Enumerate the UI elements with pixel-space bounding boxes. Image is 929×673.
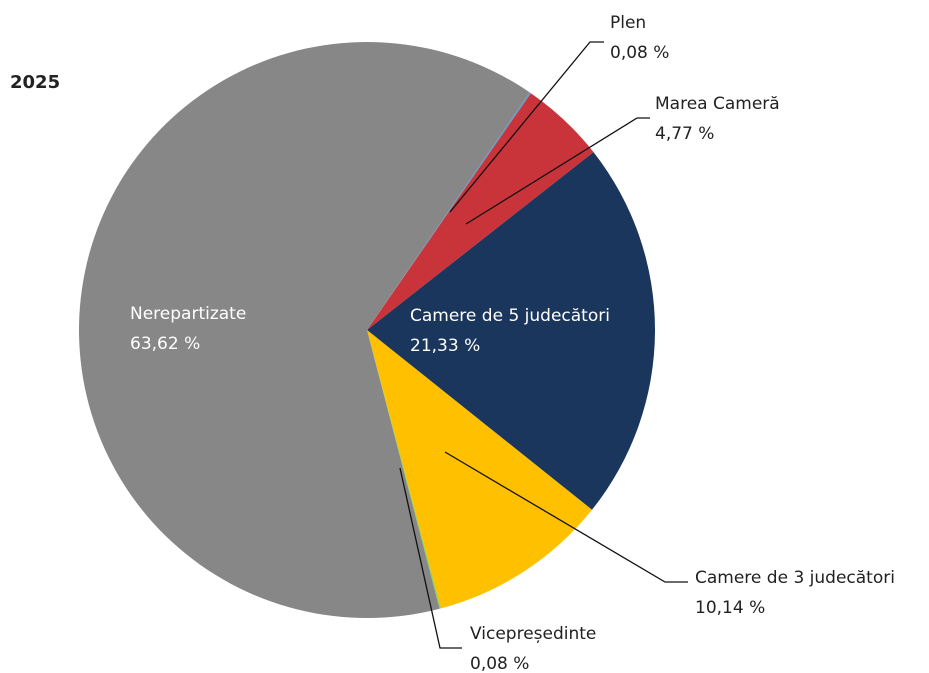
slice	[367, 92, 531, 330]
slice-label: Vicepreședinte	[470, 624, 596, 644]
value-label: 4,77 %	[655, 124, 714, 144]
slice	[367, 152, 656, 510]
value-label: 21,33 %	[410, 336, 480, 356]
value-label: 63,62 %	[130, 334, 200, 354]
slice-label: Nerepartizate	[130, 304, 246, 324]
leader-lines	[399, 41, 688, 649]
value-label: 0,08 %	[610, 43, 669, 63]
leader-line	[465, 117, 650, 225]
value-label: 0,08 %	[470, 654, 529, 673]
slice	[367, 93, 594, 330]
leader-line	[444, 451, 688, 583]
chart-title: 2025	[10, 72, 60, 93]
slice	[367, 330, 592, 609]
slice	[367, 330, 441, 609]
slice-label: Marea Cameră	[655, 94, 780, 114]
slice	[79, 41, 530, 618]
pie	[79, 41, 656, 618]
leader-line	[399, 467, 462, 649]
slice-label: Plen	[610, 13, 646, 33]
slice-label: Camere de 3 judecători	[695, 568, 895, 588]
slice-label: Camere de 5 judecători	[410, 306, 610, 326]
value-label: 10,14 %	[695, 598, 765, 618]
leader-line	[449, 41, 604, 213]
